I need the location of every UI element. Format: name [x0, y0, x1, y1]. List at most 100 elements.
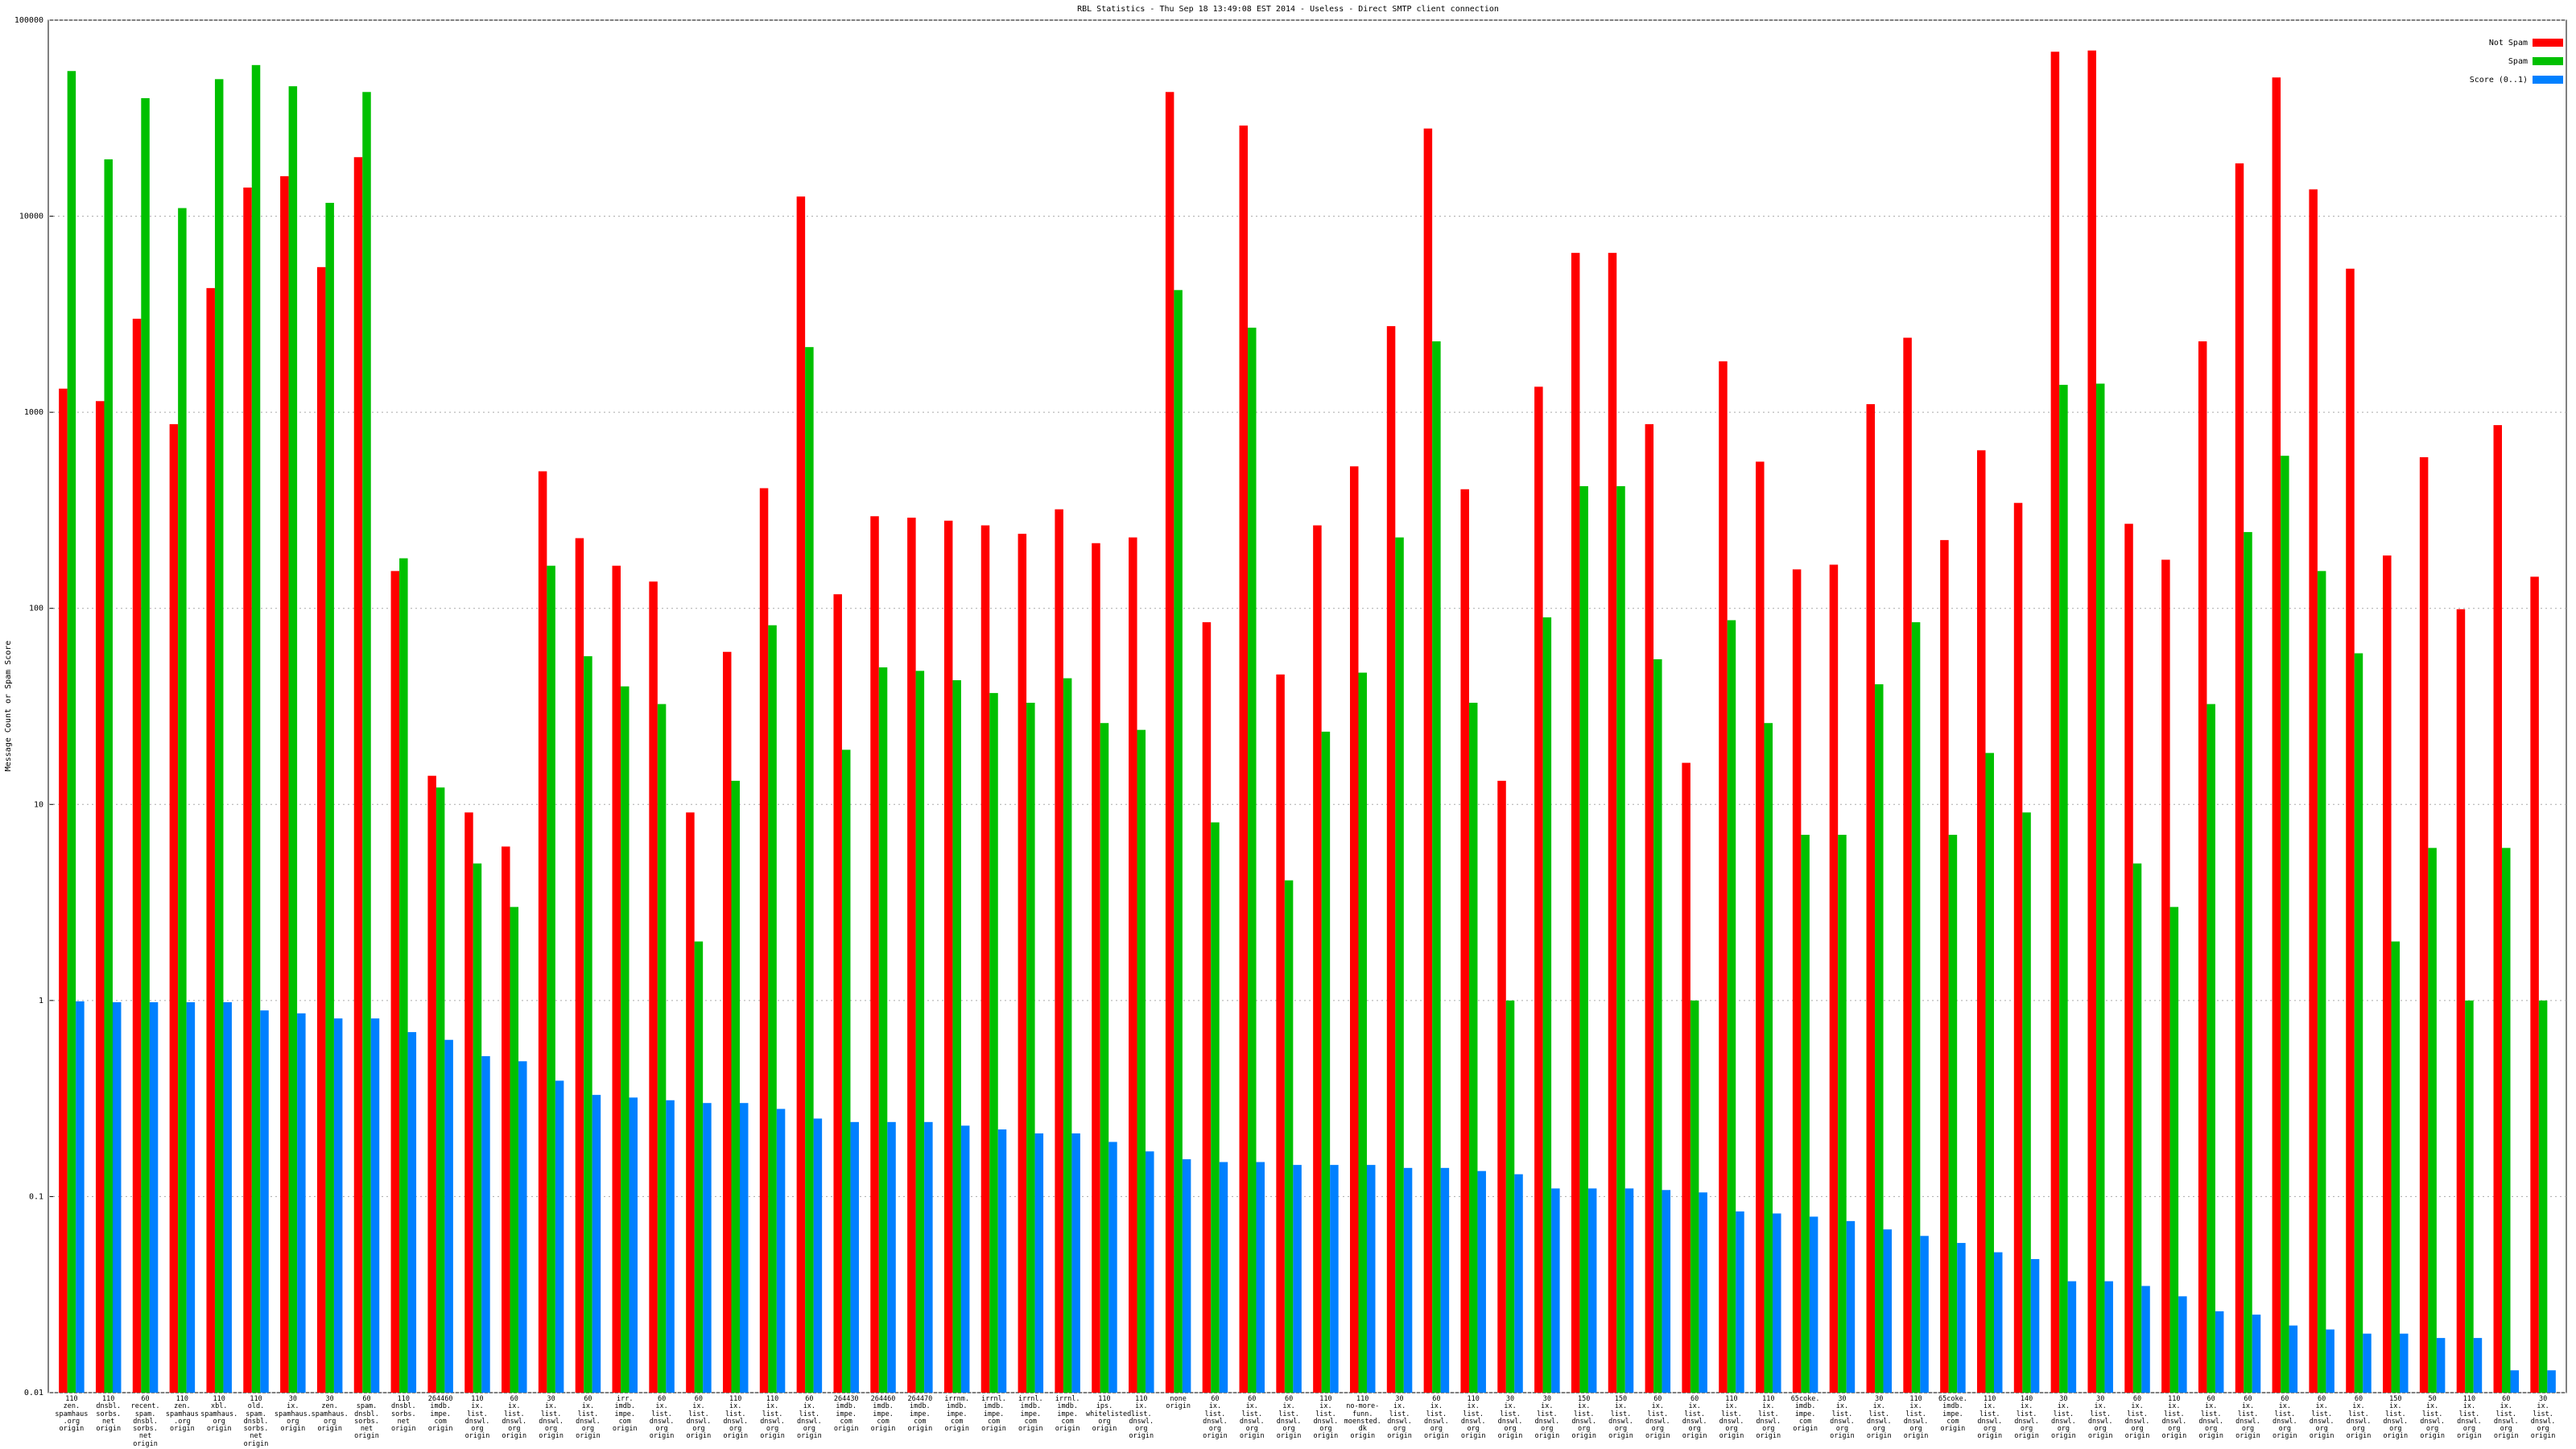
bar [112, 1001, 122, 1393]
bar [703, 1103, 712, 1393]
bar [2473, 1338, 2483, 1393]
x-tick-label: 60 ix. list. dnswl. org origin [1645, 1395, 1670, 1441]
bar [870, 516, 879, 1393]
bar [1313, 525, 1322, 1393]
bar [1284, 880, 1294, 1393]
bar [1423, 128, 1433, 1393]
legend-label: Spam [2508, 57, 2528, 66]
x-tick-label: 60 ix. list. dnswl. org origin [1203, 1395, 1228, 1441]
bar [2400, 1333, 2409, 1393]
x-tick-label: 110 ix. list. dnswl. org origin [2161, 1395, 2187, 1441]
bar [2161, 559, 2170, 1393]
bar [1829, 564, 1839, 1393]
x-tick-label: 110 old. spam. dnsbl. sorbs. net origin [243, 1395, 269, 1448]
x-tick-label: 30 ix. list. dnswl. org origin [2051, 1395, 2076, 1441]
bar [353, 157, 363, 1393]
bar [1957, 1243, 1966, 1393]
x-tick-label: 65coke. imdb. impe. com origin [1938, 1395, 1967, 1434]
bar [2252, 1315, 2261, 1393]
bar [59, 388, 68, 1393]
bar [1034, 1133, 1044, 1393]
bar [1403, 1167, 1413, 1393]
bar [960, 1125, 970, 1393]
bar [980, 525, 990, 1393]
bar [481, 1056, 490, 1393]
bar [95, 401, 105, 1393]
bar [1542, 617, 1552, 1393]
bar [887, 1121, 896, 1393]
bar [629, 1097, 638, 1393]
bar [2087, 50, 2096, 1393]
x-tick-label: 30 ix. list. dnswl. org origin [1387, 1395, 1412, 1441]
bar [1948, 835, 1958, 1393]
bar [924, 1121, 933, 1393]
bar [1903, 337, 1912, 1393]
bar [666, 1100, 675, 1393]
bar [813, 1118, 823, 1393]
bar [1662, 1190, 1671, 1393]
bar [1719, 361, 1728, 1393]
bar [518, 1061, 527, 1393]
bar [943, 520, 953, 1393]
bar [1534, 386, 1543, 1393]
bar [149, 1001, 159, 1393]
bar [2067, 1281, 2077, 1393]
bar [436, 787, 445, 1393]
x-tick-label: 60 ix. list. dnswl. org origin [1682, 1395, 1707, 1441]
x-tick-label: 60 ix. list. dnswl. org origin [2346, 1395, 2372, 1441]
bar [1432, 341, 1441, 1393]
bar [694, 941, 704, 1393]
bar [316, 266, 326, 1393]
bar [2428, 848, 2437, 1393]
x-tick-label: 150 ix. list. dnswl. org origin [2383, 1395, 2409, 1441]
bar [1137, 729, 1146, 1393]
bar [1682, 762, 1690, 1393]
bar [1624, 1188, 1634, 1393]
bar [297, 1013, 306, 1393]
bar [1571, 253, 1580, 1393]
bar [1579, 485, 1588, 1393]
bar [288, 86, 298, 1393]
x-tick-label: 30 ix. spamhaus. org origin [274, 1395, 312, 1434]
bar [547, 565, 555, 1393]
bar [1395, 537, 1404, 1393]
bar [1699, 1192, 1707, 1393]
bar [555, 1080, 564, 1393]
bar [1202, 621, 1212, 1393]
x-tick-label: 110 zen. spamhaus .org origin [165, 1395, 199, 1434]
bar [592, 1095, 601, 1393]
bar [1792, 569, 1802, 1393]
bar [1248, 328, 1257, 1393]
y-tick-label: 0.1 [29, 1192, 43, 1201]
bar [621, 686, 630, 1393]
bar [1608, 253, 1617, 1393]
bar [759, 488, 769, 1393]
bar [362, 92, 371, 1393]
bar [850, 1121, 859, 1393]
y-tick-label: 100000 [14, 16, 43, 25]
x-tick-label: 110 ix. list. dnswl. org origin [464, 1395, 490, 1441]
bar [2022, 812, 2031, 1393]
x-tick-label: 60 ix. list. dnswl. org origin [2272, 1395, 2297, 1441]
bar [2059, 385, 2068, 1393]
bar [333, 1018, 343, 1393]
x-tick-label: 30 ix. list. dnswl. org origin [539, 1395, 564, 1441]
bar [2124, 523, 2133, 1393]
bar [2530, 576, 2539, 1393]
bar [214, 79, 224, 1393]
x-tick-label: 150 ix. list. dnswl. org origin [1571, 1395, 1597, 1441]
bar [1736, 1211, 1744, 1393]
bar [325, 202, 334, 1393]
x-tick-label: none origin [1166, 1395, 1191, 1411]
bar [1497, 780, 1506, 1393]
bar [1838, 835, 1847, 1393]
x-tick-label: irr. imdb. impe. com origin [612, 1395, 638, 1434]
bar [76, 1001, 85, 1393]
x-tick-label: 110 dnsbl. sorbs. net origin [390, 1395, 416, 1434]
bar [952, 679, 961, 1393]
bar [251, 64, 261, 1393]
x-tick-label: 60 ix. list. dnswl. org origin [502, 1395, 527, 1441]
x-tick-label: 110 ix. list. dnswl. org origin [1977, 1395, 2003, 1441]
x-tick-label: 60 spam. dnsbl. sorbs. net origin [354, 1395, 379, 1441]
